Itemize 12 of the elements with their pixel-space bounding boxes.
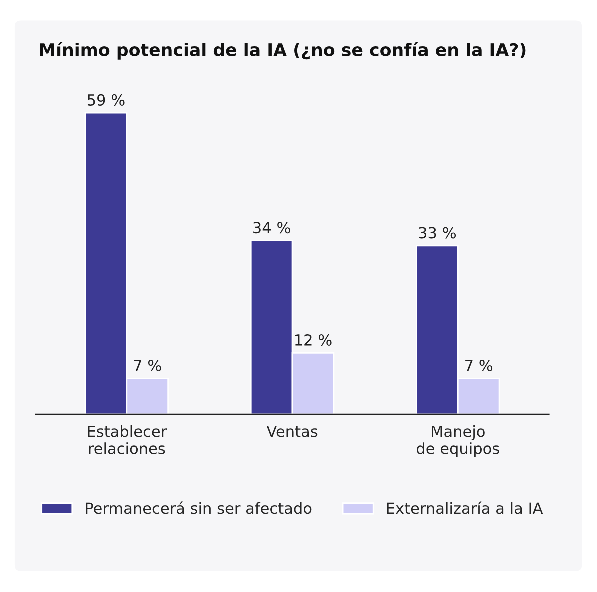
x-tick-label: Ventas bbox=[266, 426, 318, 438]
x-tick-label: Manejo de equipos bbox=[417, 426, 500, 458]
data-label: 59 % bbox=[88, 94, 125, 106]
data-label: 34 % bbox=[254, 222, 290, 234]
data-label: 12 % bbox=[296, 334, 332, 346]
legend-label: Permanecerá sin ser afectado bbox=[86, 502, 312, 514]
data-label: 33 % bbox=[419, 227, 456, 239]
chart-title: Mínimo potencial de la IA (¿no se confía en la IA?) bbox=[40, 42, 526, 60]
data-label: 7 % bbox=[466, 360, 493, 372]
data-label: 7 % bbox=[134, 360, 162, 372]
x-tick-label: Establecer relaciones bbox=[88, 426, 168, 454]
legend-label: Externalizaría a la IA bbox=[387, 502, 544, 514]
